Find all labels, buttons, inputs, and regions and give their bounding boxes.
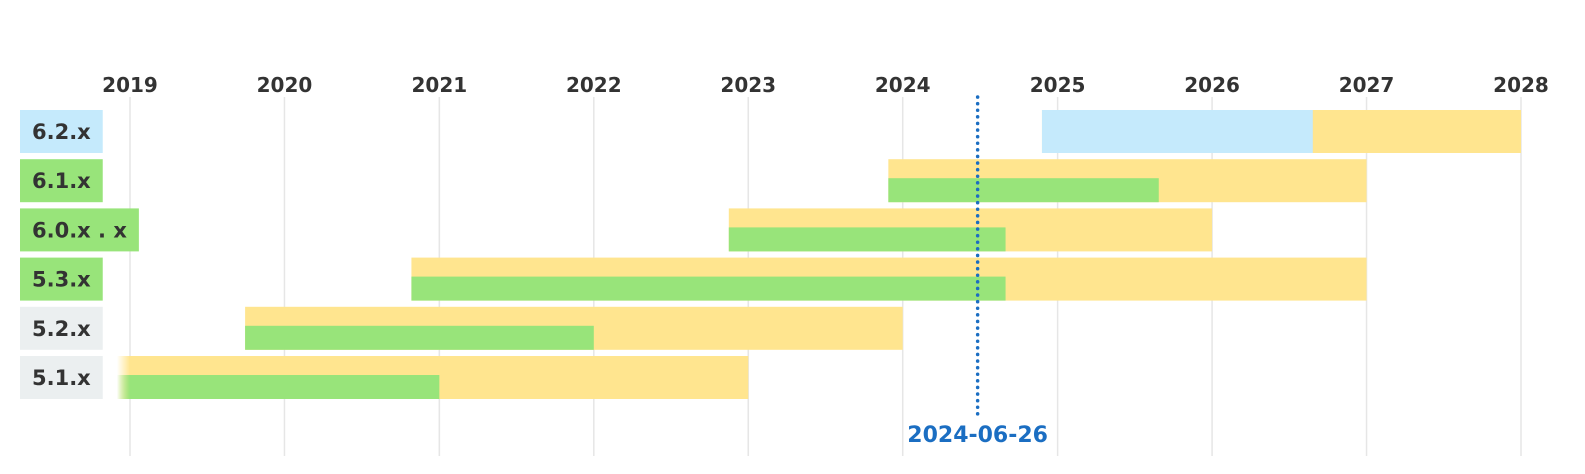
release-5-2-x-label-text: 5.2.x bbox=[32, 317, 91, 341]
release-6-2-x-label-box bbox=[20, 110, 103, 153]
release-5-1-x-label-box bbox=[20, 356, 103, 399]
release-5-1-x-active-bar bbox=[130, 375, 440, 399]
row-labels: 6.2.x 6.1.x 6.0.x . x 5.3.x 5.2.x 5.1.x bbox=[20, 110, 139, 399]
release-5-3-x-label: 5.3.x bbox=[20, 257, 103, 301]
release-6-0-x-x-label-text: 6.0.x . x bbox=[32, 218, 127, 242]
tick-label-2020: 2020 bbox=[257, 73, 313, 97]
today-marker: 2024-06-26 bbox=[907, 95, 1048, 448]
release-6-1-x-label-text: 6.1.x bbox=[32, 169, 91, 193]
x-axis: 2019 2020 2021 2022 2023 2024 2025 2026 2027 2028 bbox=[102, 73, 1549, 97]
release-5-1-x-active-bar-fade bbox=[116, 375, 130, 399]
release-5-1-x-label-text: 5.1.x bbox=[32, 366, 91, 390]
tick-label-2024: 2024 bbox=[875, 73, 931, 97]
release-5-3-x-active-bar bbox=[411, 276, 1006, 301]
release-6-0-x-x-active-bar bbox=[728, 227, 1006, 252]
release-6-2-x-label: 6.2.x bbox=[20, 110, 103, 153]
release-6-1-x-active-bar bbox=[888, 178, 1159, 203]
release-6-1-x-label: 6.1.x bbox=[20, 159, 103, 203]
release-5-1-x-label: 5.1.x bbox=[20, 356, 103, 399]
tick-label-2021: 2021 bbox=[412, 73, 468, 97]
release-bars bbox=[116, 110, 1521, 399]
release-5-3-x-label-box bbox=[20, 257, 103, 301]
tick-label-2022: 2022 bbox=[566, 73, 622, 97]
release-6-1-x-label-box bbox=[20, 159, 103, 203]
tick-label-2019: 2019 bbox=[102, 73, 158, 97]
tick-label-2026: 2026 bbox=[1184, 73, 1240, 97]
tick-label-2025: 2025 bbox=[1030, 73, 1086, 97]
release-5-2-x-active-bar bbox=[245, 325, 594, 350]
release-5-2-x-label-box bbox=[20, 306, 103, 350]
release-6-2-x-upcoming-bar bbox=[1041, 110, 1313, 153]
release-6-0-x-x-label-box bbox=[20, 208, 139, 252]
release-5-2-x-label: 5.2.x bbox=[20, 306, 103, 350]
release-5-3-x-label-text: 5.3.x bbox=[32, 268, 91, 292]
tick-label-2028: 2028 bbox=[1493, 73, 1549, 97]
tick-label-2027: 2027 bbox=[1339, 73, 1395, 97]
today-label: 2024-06-26 bbox=[907, 423, 1048, 448]
tick-label-2023: 2023 bbox=[720, 73, 776, 97]
release-6-2-x-label-text: 6.2.x bbox=[32, 120, 91, 144]
release-6-0-x-x-label: 6.0.x . x bbox=[20, 208, 139, 252]
